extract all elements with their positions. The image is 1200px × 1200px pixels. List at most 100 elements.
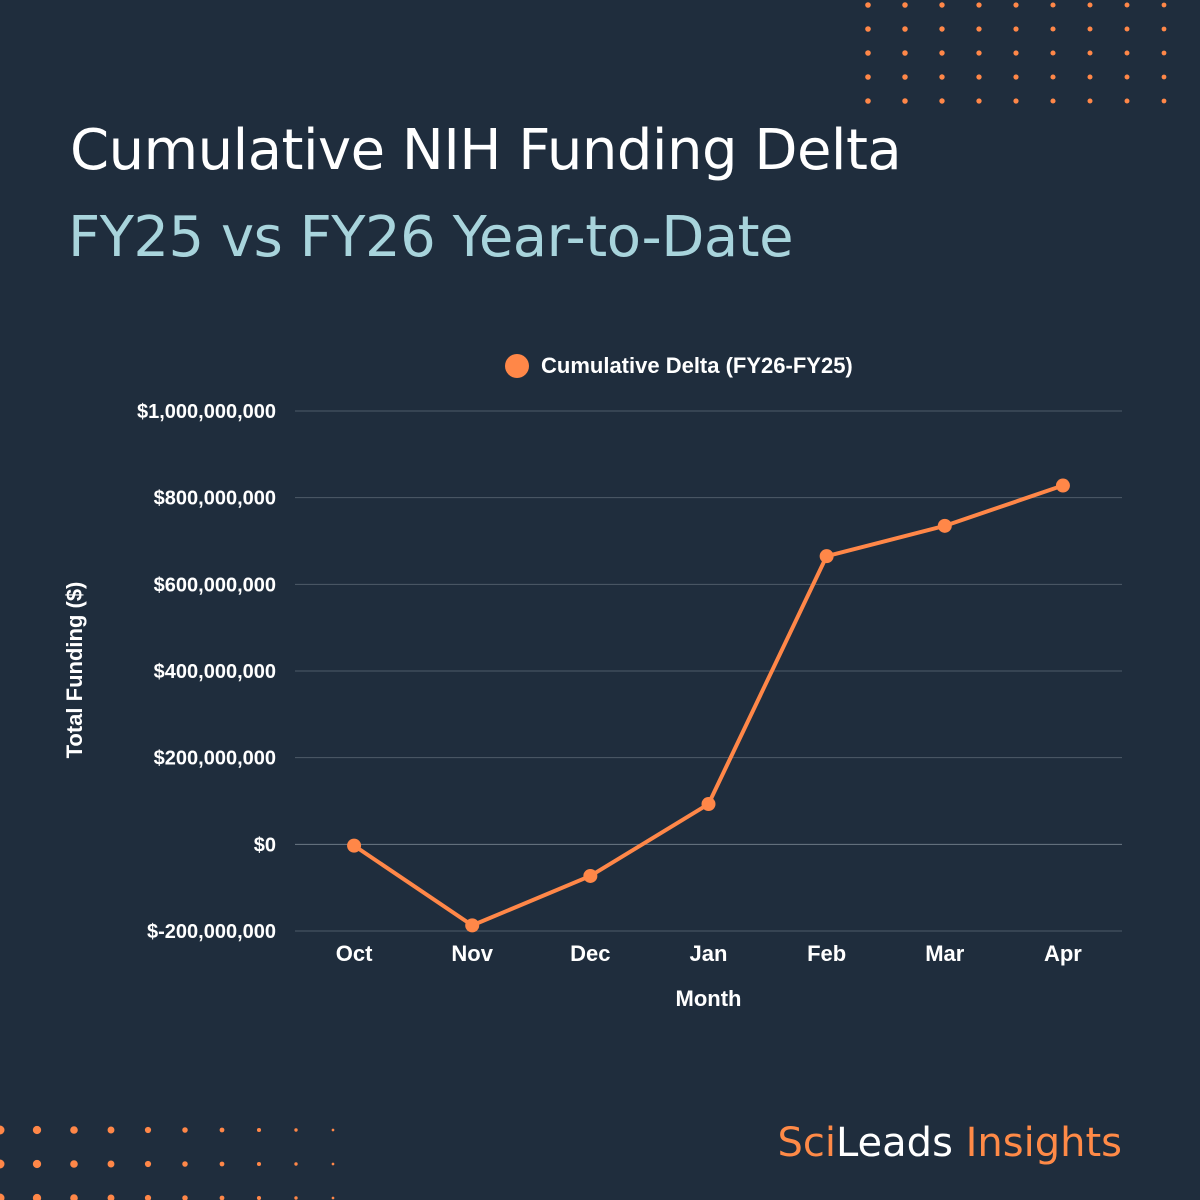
decorative-dot <box>0 1193 5 1200</box>
y-axis-label: Total Funding ($) <box>62 582 87 759</box>
decorative-dot <box>107 1126 115 1134</box>
decorative-dot <box>1161 2 1167 8</box>
decorative-dot <box>939 50 945 56</box>
decorative-dot <box>1050 26 1056 32</box>
decorative-dot <box>0 1159 5 1169</box>
decorative-dot <box>1087 50 1093 56</box>
series-line <box>352 483 1064 928</box>
decorative-dot <box>182 1127 188 1133</box>
decorative-dot <box>294 1196 298 1200</box>
decorative-dot <box>976 26 982 32</box>
decorative-dot <box>1124 50 1130 56</box>
decorative-dot <box>1013 2 1019 8</box>
decorative-dot <box>1124 2 1130 8</box>
y-tick-label: $800,000,000 <box>154 488 276 510</box>
decorative-dot <box>144 1126 152 1134</box>
decorative-dot <box>70 1194 78 1200</box>
decorative-dot <box>902 26 908 32</box>
decorative-dot <box>1124 74 1130 80</box>
decorative-dot <box>1050 50 1056 56</box>
decorative-dot <box>1050 2 1056 8</box>
decorative-dot <box>331 1128 335 1132</box>
chart-subtitle: FY25 vs FY26 Year-to-Date <box>68 205 794 270</box>
decorative-dot <box>294 1128 298 1132</box>
decorative-dot <box>107 1160 115 1168</box>
decorative-dot <box>902 98 908 104</box>
decorative-dot <box>902 2 908 8</box>
decorative-dot <box>182 1195 188 1200</box>
x-tick-label: Nov <box>451 941 493 966</box>
decorative-dots-bottom-left <box>0 1125 335 1200</box>
decorative-dot <box>976 98 982 104</box>
data-point <box>583 868 598 883</box>
decorative-dot <box>902 74 908 80</box>
decorative-dot <box>331 1196 335 1200</box>
decorative-dot <box>219 1127 225 1133</box>
decorative-dot <box>976 74 982 80</box>
decorative-dot <box>865 2 871 8</box>
decorative-dot <box>1013 26 1019 32</box>
decorative-dot <box>1161 98 1167 104</box>
decorative-dot <box>1161 74 1167 80</box>
decorative-dot <box>1087 26 1093 32</box>
decorative-dot <box>256 1161 262 1167</box>
decorative-dots-top-right <box>865 2 1167 104</box>
decorative-dot <box>256 1127 262 1133</box>
brand-part-sci: Sci <box>777 1120 836 1166</box>
decorative-dot <box>219 1161 225 1167</box>
decorative-dot <box>32 1125 42 1135</box>
decorative-dot <box>1050 98 1056 104</box>
decorative-dot <box>865 74 871 80</box>
decorative-dot <box>331 1162 335 1166</box>
legend-label: Cumulative Delta (FY26-FY25) <box>541 353 853 378</box>
y-tick-label: $1,000,000,000 <box>137 401 276 423</box>
decorative-dot <box>0 1125 5 1135</box>
decorative-dot <box>182 1161 188 1167</box>
decorative-dot <box>144 1160 152 1168</box>
decorative-dot <box>865 98 871 104</box>
decorative-dot <box>865 50 871 56</box>
x-tick-label: Apr <box>1044 941 1082 966</box>
decorative-dot <box>1161 50 1167 56</box>
decorative-dot <box>1013 98 1019 104</box>
decorative-dot <box>1087 74 1093 80</box>
decorative-dot <box>70 1160 78 1168</box>
decorative-dot <box>1013 50 1019 56</box>
data-point <box>819 549 834 564</box>
decorative-dot <box>1124 26 1130 32</box>
decorative-dot <box>902 50 908 56</box>
decorative-dot <box>1087 98 1093 104</box>
decorative-dot <box>219 1195 225 1200</box>
x-axis-label: Month <box>676 986 742 1011</box>
x-tick-label: Oct <box>336 941 373 966</box>
y-tick-label: $-200,000,000 <box>147 921 276 943</box>
decorative-dot <box>976 2 982 8</box>
decorative-dot <box>865 26 871 32</box>
data-point <box>1055 478 1070 493</box>
decorative-dot <box>939 26 945 32</box>
brand-part-insights: Insights <box>952 1120 1122 1166</box>
legend-marker <box>505 354 529 378</box>
decorative-dot <box>1124 98 1130 104</box>
x-tick-label: Jan <box>690 941 728 966</box>
decorative-dot <box>144 1194 152 1200</box>
decorative-dot <box>1050 74 1056 80</box>
decorative-dot <box>32 1193 42 1200</box>
y-tick-label: $400,000,000 <box>154 661 276 683</box>
brand-logo: SciLeads Insights <box>777 1120 1122 1166</box>
decorative-dot <box>939 74 945 80</box>
x-tick-label: Dec <box>570 941 610 966</box>
x-tick-label: Feb <box>807 941 846 966</box>
y-tick-label: $0 <box>254 834 276 856</box>
data-point <box>937 518 952 533</box>
decorative-dot <box>32 1159 42 1169</box>
decorative-dot <box>70 1126 78 1134</box>
decorative-dot <box>256 1195 262 1200</box>
decorative-dot <box>939 2 945 8</box>
decorative-dot <box>107 1194 115 1200</box>
y-tick-label: $600,000,000 <box>154 574 276 596</box>
decorative-dot <box>1087 2 1093 8</box>
decorative-dot <box>939 98 945 104</box>
decorative-dot <box>1161 26 1167 32</box>
data-point <box>347 838 362 853</box>
